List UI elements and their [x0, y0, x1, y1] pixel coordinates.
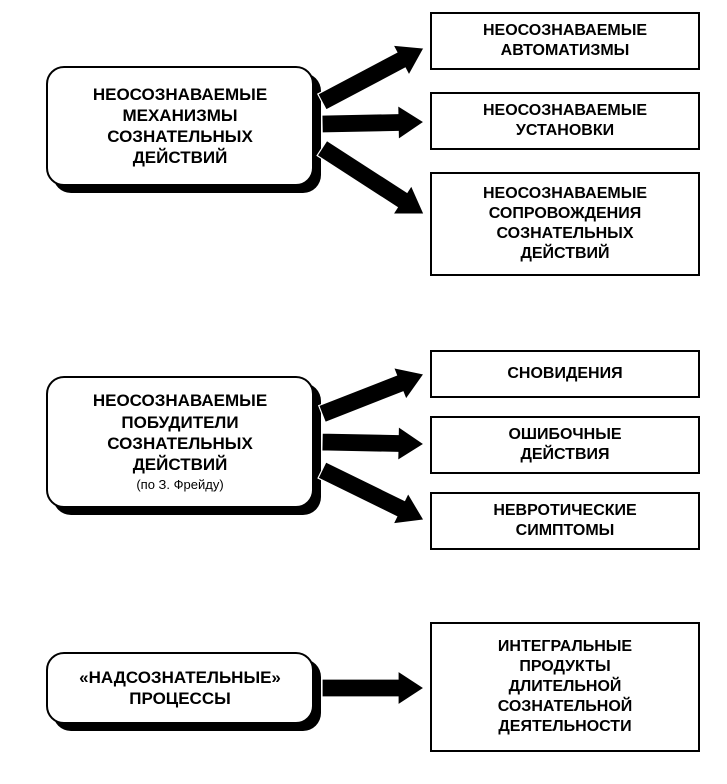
src2-line: ПОБУДИТЕЛИ — [121, 412, 238, 433]
t4: СНОВИДЕНИЯ — [430, 350, 700, 398]
t2-text: НЕОСОЗНАВАЕМЫЕУСТАНОВКИ — [483, 101, 647, 141]
t3: НЕОСОЗНАВАЕМЫЕСОПРОВОЖДЕНИЯСОЗНАТЕЛЬНЫХД… — [430, 172, 700, 276]
diagram-canvas: НЕОСОЗНАВАЕМЫЕМЕХАНИЗМЫСОЗНАТЕЛЬНЫХДЕЙСТ… — [0, 0, 727, 784]
src2: НЕОСОЗНАВАЕМЫЕПОБУДИТЕЛИСОЗНАТЕЛЬНЫХДЕЙС… — [46, 376, 314, 508]
t3-text: НЕОСОЗНАВАЕМЫЕСОПРОВОЖДЕНИЯСОЗНАТЕЛЬНЫХД… — [483, 184, 647, 264]
arrow-src3-t7 — [322, 668, 424, 708]
t4-line: СНОВИДЕНИЯ — [507, 364, 622, 384]
src1-line: МЕХАНИЗМЫ — [122, 105, 237, 126]
src2-line: ДЕЙСТВИЙ — [133, 454, 228, 475]
t7: ИНТЕГРАЛЬНЫЕПРОДУКТЫДЛИТЕЛЬНОЙСОЗНАТЕЛЬН… — [430, 622, 700, 752]
t2: НЕОСОЗНАВАЕМЫЕУСТАНОВКИ — [430, 92, 700, 150]
t5: ОШИБОЧНЫЕДЕЙСТВИЯ — [430, 416, 700, 474]
src3-line: ПРОЦЕССЫ — [129, 688, 231, 709]
t5-line: ОШИБОЧНЫЕ — [508, 425, 621, 445]
t1-text: НЕОСОЗНАВАЕМЫЕАВТОМАТИЗМЫ — [483, 21, 647, 61]
t5-line: ДЕЙСТВИЯ — [508, 445, 621, 465]
t2-line: НЕОСОЗНАВАЕМЫЕ — [483, 101, 647, 121]
t2-line: УСТАНОВКИ — [483, 121, 647, 141]
src1-line: ДЕЙСТВИЙ — [133, 147, 228, 168]
t6-line: СИМПТОМЫ — [493, 521, 636, 541]
t7-line: СОЗНАТЕЛЬНОЙ — [498, 697, 633, 717]
src2-subtitle: (по З. Фрейду) — [136, 477, 223, 493]
t6-line: НЕВРОТИЧЕСКИЕ — [493, 501, 636, 521]
t3-line: СОПРОВОЖДЕНИЯ — [483, 204, 647, 224]
t6-text: НЕВРОТИЧЕСКИЕСИМПТОМЫ — [493, 501, 636, 541]
t1: НЕОСОЗНАВАЕМЫЕАВТОМАТИЗМЫ — [430, 12, 700, 70]
t3-line: НЕОСОЗНАВАЕМЫЕ — [483, 184, 647, 204]
t7-line: ДЕЯТЕЛЬНОСТИ — [498, 717, 633, 737]
src1: НЕОСОЗНАВАЕМЫЕМЕХАНИЗМЫСОЗНАТЕЛЬНЫХДЕЙСТ… — [46, 66, 314, 186]
t3-line: СОЗНАТЕЛЬНЫХ — [483, 224, 647, 244]
arrow-shape — [313, 134, 433, 229]
t1-line: АВТОМАТИЗМЫ — [483, 41, 647, 61]
arrow-src2-t4 — [315, 355, 432, 432]
arrow-shape — [315, 455, 432, 536]
arrow-shape — [316, 358, 430, 430]
t5-text: ОШИБОЧНЫЕДЕЙСТВИЯ — [508, 425, 621, 465]
t4-text: СНОВИДЕНИЯ — [507, 364, 622, 384]
src2-line: СОЗНАТЕЛЬНЫХ — [107, 433, 253, 454]
arrow-src1-t3 — [311, 131, 435, 231]
t6: НЕВРОТИЧЕСКИЕСИМПТОМЫ — [430, 492, 700, 550]
src1-line: СОЗНАТЕЛЬНЫХ — [107, 126, 253, 147]
t7-line: ПРОДУКТЫ — [498, 657, 633, 677]
t3-line: ДЕЙСТВИЙ — [483, 244, 647, 264]
arrow-src2-t6 — [313, 452, 433, 538]
t7-line: ИНТЕГРАЛЬНЫЕ — [498, 637, 633, 657]
arrow-shape — [322, 671, 424, 705]
t7-line: ДЛИТЕЛЬНОЙ — [498, 677, 633, 697]
t7-text: ИНТЕГРАЛЬНЫЕПРОДУКТЫДЛИТЕЛЬНОЙСОЗНАТЕЛЬН… — [498, 637, 633, 737]
src3: «НАДСОЗНАТЕЛЬНЫЕ»ПРОЦЕССЫ — [46, 652, 314, 724]
src3-line: «НАДСОЗНАТЕЛЬНЫЕ» — [79, 667, 281, 688]
src1-line: НЕОСОЗНАВАЕМЫЕ — [93, 84, 267, 105]
t1-line: НЕОСОЗНАВАЕМЫЕ — [483, 21, 647, 41]
src2-line: НЕОСОЗНАВАЕМЫЕ — [93, 390, 267, 411]
